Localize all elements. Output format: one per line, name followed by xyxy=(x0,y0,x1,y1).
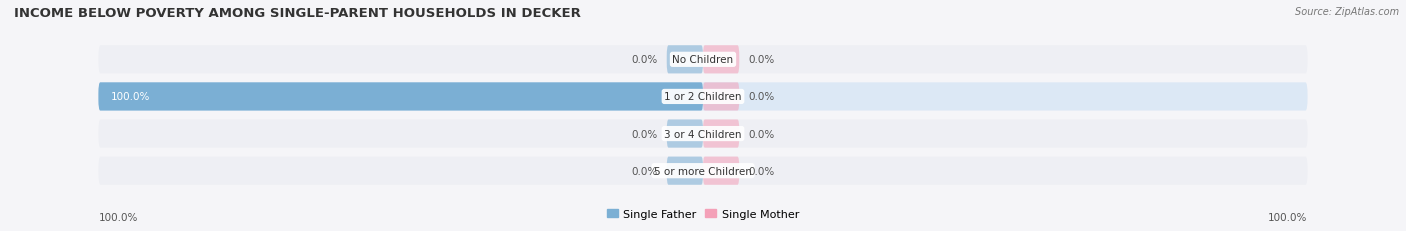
Text: No Children: No Children xyxy=(672,55,734,65)
FancyBboxPatch shape xyxy=(98,157,1308,185)
Text: 0.0%: 0.0% xyxy=(631,166,658,176)
Text: 0.0%: 0.0% xyxy=(748,55,775,65)
FancyBboxPatch shape xyxy=(98,46,1308,74)
Text: 100.0%: 100.0% xyxy=(1268,212,1308,222)
Text: Source: ZipAtlas.com: Source: ZipAtlas.com xyxy=(1295,7,1399,17)
Text: 0.0%: 0.0% xyxy=(748,166,775,176)
FancyBboxPatch shape xyxy=(98,120,1308,148)
Text: 0.0%: 0.0% xyxy=(748,92,775,102)
FancyBboxPatch shape xyxy=(98,83,1308,111)
FancyBboxPatch shape xyxy=(666,157,703,185)
FancyBboxPatch shape xyxy=(98,83,703,111)
FancyBboxPatch shape xyxy=(703,157,740,185)
Text: 1 or 2 Children: 1 or 2 Children xyxy=(664,92,742,102)
FancyBboxPatch shape xyxy=(703,120,740,148)
Text: 0.0%: 0.0% xyxy=(748,129,775,139)
FancyBboxPatch shape xyxy=(666,120,703,148)
FancyBboxPatch shape xyxy=(703,46,740,74)
Text: 3 or 4 Children: 3 or 4 Children xyxy=(664,129,742,139)
FancyBboxPatch shape xyxy=(703,83,740,111)
Text: INCOME BELOW POVERTY AMONG SINGLE-PARENT HOUSEHOLDS IN DECKER: INCOME BELOW POVERTY AMONG SINGLE-PARENT… xyxy=(14,7,581,20)
Text: 100.0%: 100.0% xyxy=(111,92,150,102)
FancyBboxPatch shape xyxy=(666,46,703,74)
Text: 5 or more Children: 5 or more Children xyxy=(654,166,752,176)
Text: 100.0%: 100.0% xyxy=(98,212,138,222)
Text: 0.0%: 0.0% xyxy=(631,129,658,139)
Legend: Single Father, Single Mother: Single Father, Single Mother xyxy=(602,204,804,223)
Text: 0.0%: 0.0% xyxy=(631,55,658,65)
